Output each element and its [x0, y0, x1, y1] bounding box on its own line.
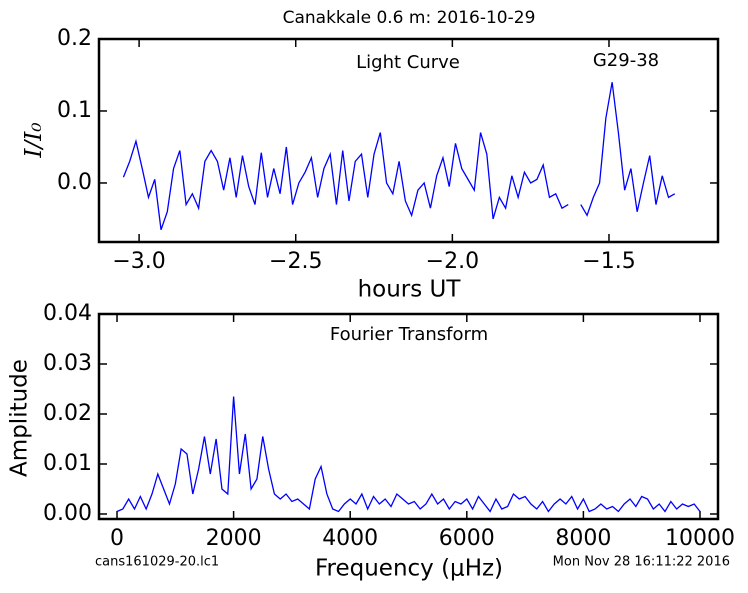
data-line [122, 82, 676, 230]
y-axis-label: Amplitude [7, 359, 33, 477]
x-tick-label: 6000 [439, 526, 495, 551]
data-line [116, 396, 701, 513]
x-tick-label: −1.5 [582, 249, 635, 274]
y-tick-label: 0.1 [57, 98, 92, 123]
x-axis-label: Frequency (μHz) [315, 556, 503, 582]
y-axis-label: I/I₀ [21, 122, 47, 158]
x-tick-label: 2000 [206, 526, 262, 551]
x-tick-label: −2.0 [426, 249, 479, 274]
x-tick-label: −2.5 [269, 249, 322, 274]
x-tick-label: −3.0 [112, 249, 165, 274]
annotation: Light Curve [356, 52, 460, 73]
x-tick-label: 0 [110, 526, 124, 551]
y-tick-label: 0.02 [43, 401, 92, 426]
plot-frame [97, 37, 720, 244]
x-tick-label: 10000 [665, 526, 735, 551]
y-tick-label: 0.03 [43, 351, 92, 376]
annotation: G29-38 [593, 50, 659, 71]
footer: cans161029-20.lc1 [95, 555, 219, 570]
y-tick-label: 0.2 [57, 26, 92, 51]
y-tick-label: 0.01 [43, 451, 92, 476]
y-tick-label: 0.0 [57, 170, 92, 195]
x-tick-label: 8000 [555, 526, 611, 551]
chart-title: Canakkale 0.6 m: 2016-10-29 [283, 8, 536, 28]
annotation: Fourier Transform [330, 324, 488, 345]
y-tick-label: 0.00 [43, 501, 92, 526]
plot-frame [97, 312, 720, 521]
y-tick-label: 0.04 [43, 301, 92, 326]
x-tick-label: 4000 [322, 526, 378, 551]
footer: Mon Nov 28 16:11:22 2016 [553, 555, 730, 570]
x-axis-label: hours UT [358, 277, 462, 303]
